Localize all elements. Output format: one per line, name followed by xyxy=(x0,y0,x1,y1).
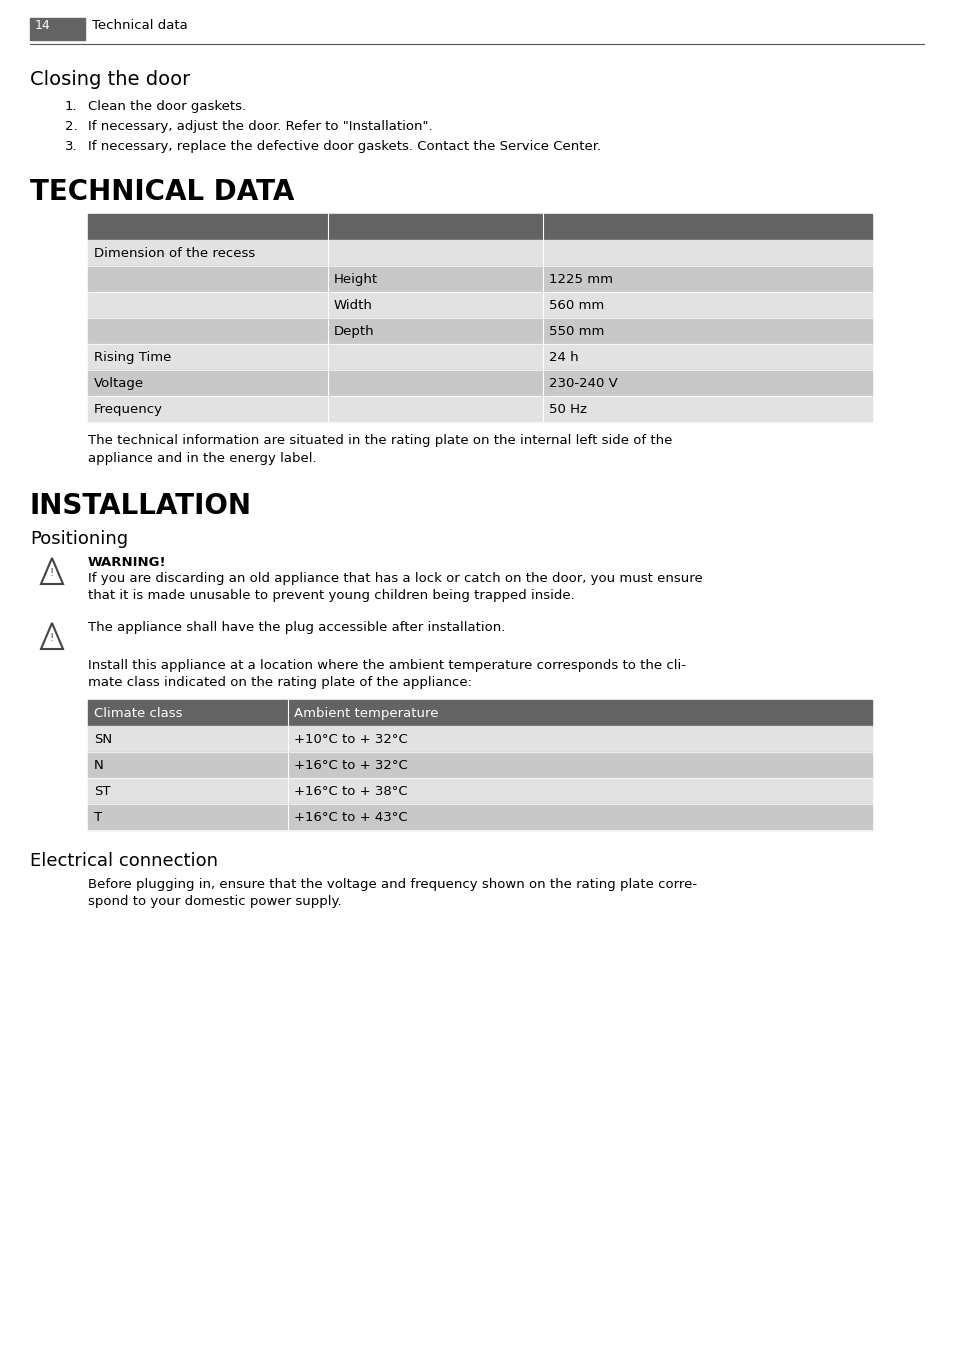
Text: Ambient temperature: Ambient temperature xyxy=(294,707,438,721)
Text: +10°C to + 32°C: +10°C to + 32°C xyxy=(294,733,407,746)
Text: 50 Hz: 50 Hz xyxy=(548,403,586,416)
Text: Height: Height xyxy=(334,273,377,287)
Bar xyxy=(88,804,871,830)
Text: Dimension of the recess: Dimension of the recess xyxy=(94,247,255,260)
Bar xyxy=(30,18,85,41)
Text: Technical data: Technical data xyxy=(91,19,188,32)
Text: The appliance shall have the plug accessible after installation.: The appliance shall have the plug access… xyxy=(88,621,505,634)
Text: 2.: 2. xyxy=(65,120,77,132)
Text: Climate class: Climate class xyxy=(94,707,182,721)
Text: SN: SN xyxy=(94,733,112,746)
Text: appliance and in the energy label.: appliance and in the energy label. xyxy=(88,452,316,465)
Bar xyxy=(88,396,871,422)
Text: mate class indicated on the rating plate of the appliance:: mate class indicated on the rating plate… xyxy=(88,676,472,690)
Text: +16°C to + 38°C: +16°C to + 38°C xyxy=(294,786,407,798)
Text: +16°C to + 32°C: +16°C to + 32°C xyxy=(294,758,407,772)
Text: T: T xyxy=(94,811,102,823)
Bar xyxy=(88,726,871,752)
Text: Frequency: Frequency xyxy=(94,403,163,416)
Text: The technical information are situated in the rating plate on the internal left : The technical information are situated i… xyxy=(88,434,672,448)
Text: Closing the door: Closing the door xyxy=(30,70,190,89)
Text: 3.: 3. xyxy=(65,141,77,153)
Bar xyxy=(88,266,871,292)
Text: INSTALLATION: INSTALLATION xyxy=(30,492,252,521)
Text: !: ! xyxy=(50,568,54,579)
Text: Width: Width xyxy=(334,299,373,312)
Text: Before plugging in, ensure that the voltage and frequency shown on the rating pl: Before plugging in, ensure that the volt… xyxy=(88,877,697,891)
Text: 24 h: 24 h xyxy=(548,352,578,364)
Bar xyxy=(88,343,871,370)
Text: 1225 mm: 1225 mm xyxy=(548,273,613,287)
Text: N: N xyxy=(94,758,104,772)
Bar xyxy=(88,752,871,777)
Bar xyxy=(88,241,871,266)
Bar xyxy=(88,318,871,343)
Text: TECHNICAL DATA: TECHNICAL DATA xyxy=(30,178,294,206)
Text: If necessary, replace the defective door gaskets. Contact the Service Center.: If necessary, replace the defective door… xyxy=(88,141,600,153)
Text: 560 mm: 560 mm xyxy=(548,299,603,312)
Text: spond to your domestic power supply.: spond to your domestic power supply. xyxy=(88,895,341,909)
Text: Clean the door gaskets.: Clean the door gaskets. xyxy=(88,100,246,114)
Text: Positioning: Positioning xyxy=(30,530,128,548)
Bar xyxy=(88,214,871,241)
Bar xyxy=(88,370,871,396)
Text: Rising Time: Rising Time xyxy=(94,352,172,364)
Text: Install this appliance at a location where the ambient temperature corresponds t: Install this appliance at a location whe… xyxy=(88,658,685,672)
Bar xyxy=(88,292,871,318)
Text: 14: 14 xyxy=(35,19,51,32)
Text: WARNING!: WARNING! xyxy=(88,556,167,569)
Text: Electrical connection: Electrical connection xyxy=(30,852,218,869)
Text: If necessary, adjust the door. Refer to "Installation".: If necessary, adjust the door. Refer to … xyxy=(88,120,432,132)
Text: 230-240 V: 230-240 V xyxy=(548,377,618,389)
Text: If you are discarding an old appliance that has a lock or catch on the door, you: If you are discarding an old appliance t… xyxy=(88,572,702,585)
Text: that it is made unusable to prevent young children being trapped inside.: that it is made unusable to prevent youn… xyxy=(88,589,574,602)
Text: +16°C to + 43°C: +16°C to + 43°C xyxy=(294,811,407,823)
Text: 550 mm: 550 mm xyxy=(548,324,604,338)
Text: 1.: 1. xyxy=(65,100,77,114)
Text: !: ! xyxy=(50,633,54,644)
Bar xyxy=(88,700,871,726)
Text: Depth: Depth xyxy=(334,324,375,338)
Text: Voltage: Voltage xyxy=(94,377,144,389)
Bar xyxy=(88,777,871,804)
Text: ST: ST xyxy=(94,786,111,798)
